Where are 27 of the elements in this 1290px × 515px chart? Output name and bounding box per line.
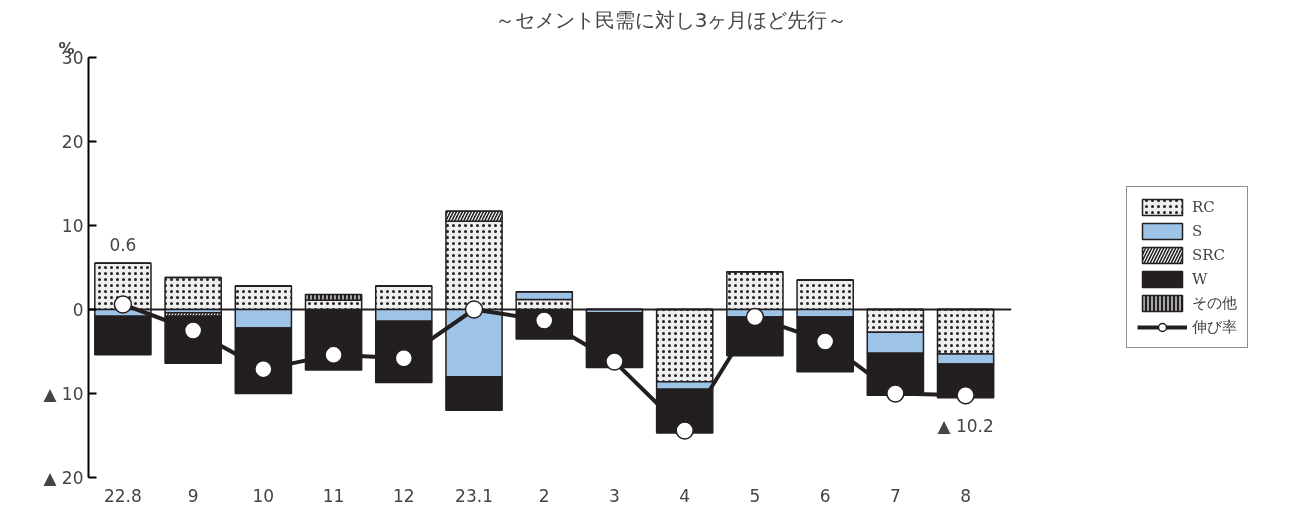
x-tick-label: 5 <box>749 485 761 506</box>
x-tick-label: 9 <box>187 485 199 506</box>
y-tick-label: ▲ 10 <box>43 383 84 404</box>
legend-label: SRC <box>1192 246 1226 264</box>
legend-label: その他 <box>1192 293 1237 313</box>
x-tick-label: 23.1 <box>455 485 493 506</box>
x-tick-label: 22.8 <box>103 485 142 506</box>
y-tick-label: ▲ 20 <box>43 467 84 488</box>
x-tick-label: 2 <box>538 485 550 506</box>
x-tick-label: 4 <box>679 485 691 506</box>
legend-label: W <box>1192 270 1209 288</box>
x-tick-label: 10 <box>252 485 275 506</box>
y-tick-label: 10 <box>61 215 84 236</box>
x-tick-label: 3 <box>609 485 620 506</box>
x-tick-label: 6 <box>819 485 831 506</box>
x-tick-label: 12 <box>392 485 415 506</box>
legend-label: S <box>1192 222 1204 240</box>
x-tick-label: 8 <box>960 485 972 506</box>
legend-label: 伸び率 <box>1192 317 1237 337</box>
y-tick-label: 0 <box>72 299 84 320</box>
annotation: ▲ 10.2 <box>937 415 994 436</box>
y-tick-label: 20 <box>61 131 84 152</box>
annotation: 0.6 <box>109 235 137 256</box>
chart-title: ～セメント民需に対し3ヶ月ほど先行～ <box>494 7 848 32</box>
legend-label: RC <box>1192 198 1215 216</box>
x-tick-label: 7 <box>889 485 901 506</box>
x-tick-label: 11 <box>322 485 345 506</box>
